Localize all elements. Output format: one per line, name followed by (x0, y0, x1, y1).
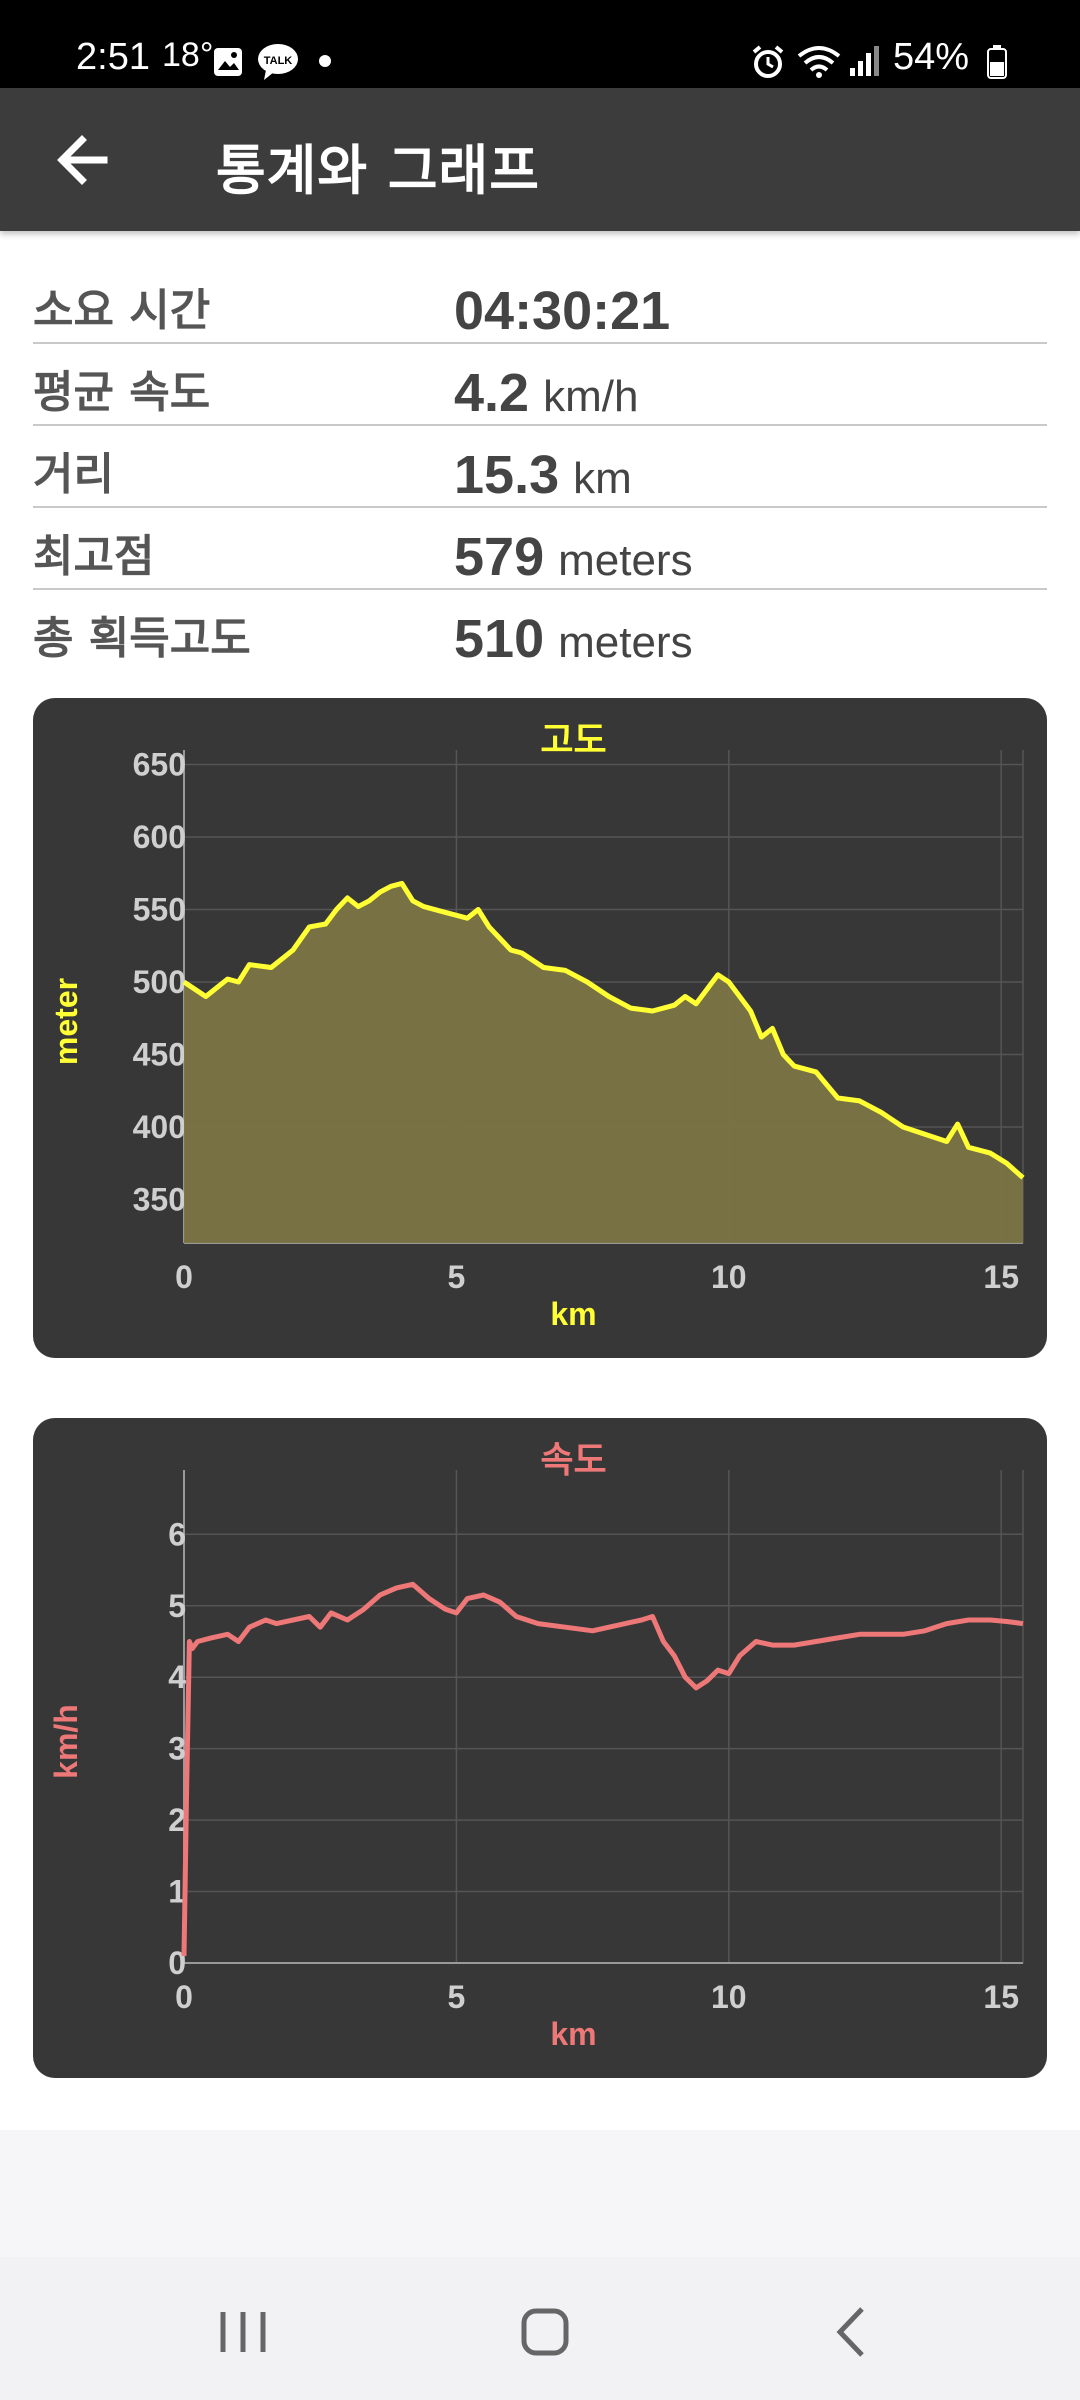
series-line (182, 880, 1025, 1180)
series-area (184, 883, 1023, 1243)
stat-value: 4.2 km/h (454, 363, 639, 423)
stat-row-distance: 거리 15.3 km (33, 426, 1047, 508)
y-tick-label: 6 (168, 1516, 186, 1552)
x-tick-label: 10 (711, 1979, 747, 2015)
recents-icon[interactable] (193, 2297, 293, 2367)
battery-icon (987, 45, 1007, 79)
speed-chart: 0 5 10 15 0 1 2 3 4 5 6 속도 km km/h (33, 1418, 1047, 2078)
dot-icon (319, 55, 331, 67)
navigation-bar (0, 2257, 1080, 2400)
x-tick-label: 5 (448, 1979, 466, 2015)
x-tick-label: 0 (175, 1259, 193, 1295)
stat-value: 15.3 km (454, 445, 632, 505)
page-title: 통계와 그래프 (216, 139, 540, 202)
stat-unit: km/h (543, 372, 639, 421)
stat-label: 소요 시간 (33, 285, 211, 336)
x-tick-label: 10 (711, 1259, 747, 1295)
gallery-icon (214, 48, 242, 76)
y-tick-label: 450 (133, 1037, 186, 1073)
chart-title: 고도 (540, 719, 606, 760)
altitude-chart: 0 5 10 15 350 400 450 500 550 600 650 고도 km meter (33, 698, 1047, 1358)
arrow-left-icon[interactable] (40, 120, 130, 200)
home-icon[interactable] (495, 2297, 595, 2367)
wifi-icon (797, 46, 841, 78)
x-axis-label: km (550, 1296, 596, 1332)
x-tick-label: 5 (448, 1259, 466, 1295)
y-tick-label: 350 (133, 1182, 186, 1218)
x-tick-label: 15 (983, 1979, 1019, 2015)
content-footer (0, 2130, 1080, 2257)
status-time: 2:51 (76, 36, 150, 78)
y-tick-label: 400 (133, 1109, 186, 1145)
back-chevron-icon[interactable] (800, 2297, 900, 2367)
y-axis-label: km/h (48, 1704, 84, 1779)
y-tick-label: 1 (168, 1874, 186, 1910)
stat-row-total-ascent: 총 획득고도 510 meters (33, 590, 1047, 670)
stat-unit: km (573, 454, 632, 503)
alarm-icon (752, 45, 784, 78)
stat-value: 04:30:21 (454, 281, 671, 341)
stat-label: 최고점 (33, 531, 155, 582)
stat-unit: meters (558, 618, 693, 667)
y-tick-label: 4 (168, 1659, 186, 1695)
y-tick-label: 500 (133, 964, 186, 1000)
stat-row-duration: 소요 시간 04:30:21 (33, 262, 1047, 344)
y-tick-label: 3 (168, 1731, 186, 1767)
series-line (181, 1581, 1024, 1956)
battery-percent: 54% (893, 36, 970, 78)
stat-value: 510 meters (454, 609, 693, 669)
y-tick-label: 650 (133, 747, 186, 783)
stat-unit: meters (558, 536, 693, 585)
status-temperature: 18° (162, 36, 214, 74)
stat-row-max-altitude: 최고점 579 meters (33, 508, 1047, 590)
x-tick-label: 15 (983, 1259, 1019, 1295)
y-tick-label: 600 (133, 819, 186, 855)
signal-icon (850, 46, 879, 76)
status-bar: 2:51 18° TALK 54% (0, 0, 1080, 88)
stat-label: 거리 (33, 449, 114, 500)
y-tick-label: 2 (168, 1802, 186, 1838)
altitude-chart-svg: 0 5 10 15 350 400 450 500 550 600 650 고도 km meter (48, 719, 1025, 1332)
y-tick-label: 550 (133, 892, 186, 928)
x-axis-label: km (550, 2016, 596, 2052)
y-tick-label: 5 (168, 1588, 186, 1624)
stat-value: 579 meters (454, 527, 693, 587)
app-bar: 통계와 그래프 (0, 88, 1080, 231)
stats-table: 소요 시간 04:30:21 평균 속도 4.2 km/h 거리 15.3 km 최… (33, 262, 1047, 670)
stat-row-avg-speed: 평균 속도 4.2 km/h (33, 344, 1047, 426)
stat-label: 평균 속도 (33, 367, 211, 418)
chart-title: 속도 (540, 1439, 606, 1480)
x-tick-label: 0 (175, 1979, 193, 2015)
svg-text:TALK: TALK (264, 55, 293, 67)
y-axis-label: meter (48, 978, 84, 1065)
stat-label: 총 획득고도 (33, 613, 251, 664)
kakaotalk-icon: TALK (258, 44, 298, 80)
